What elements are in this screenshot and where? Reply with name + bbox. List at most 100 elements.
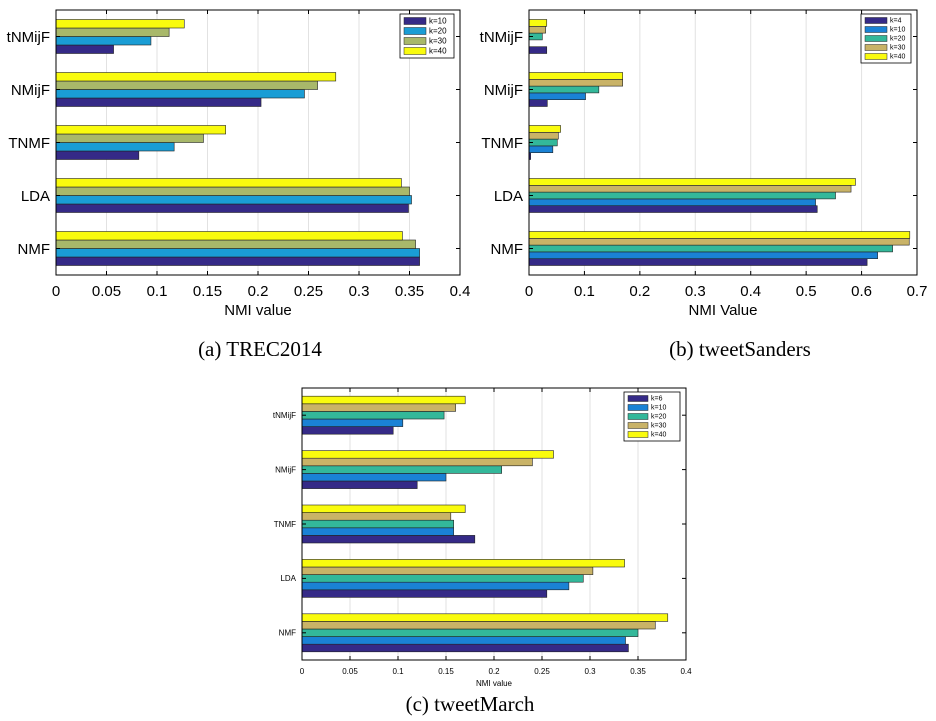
- x-tick-label: 0.5: [796, 283, 817, 300]
- legend-label: k=10: [429, 17, 447, 26]
- bar-nmijf-k10: [528, 92, 586, 101]
- bar-nmf-k10: [528, 251, 878, 259]
- x-tick-label: 0.4: [680, 667, 692, 676]
- bar-nmf-k40: [55, 231, 403, 241]
- x-axis-label: NMI value: [224, 302, 292, 319]
- legend-swatch: [864, 26, 888, 33]
- legend-label: k=40: [429, 47, 447, 56]
- legend-swatch: [627, 404, 649, 411]
- category-label: NMijF: [275, 465, 296, 474]
- bar-tnmijf-k10: [301, 418, 404, 427]
- x-tick-label: 0.3: [584, 667, 596, 676]
- x-tick-label: 0.1: [574, 283, 595, 300]
- x-tick-label: 0.1: [147, 283, 168, 300]
- bar-tnmf-k40: [528, 125, 561, 133]
- x-tick-label: 0.15: [193, 283, 222, 300]
- x-tick-label: 0.3: [685, 283, 706, 300]
- x-tick-label: 0.4: [450, 283, 470, 300]
- category-label: tNMijF: [273, 411, 296, 420]
- bar-nmijf-k40: [528, 72, 623, 80]
- bar-nmijf-k40: [301, 450, 554, 459]
- legend-swatch: [864, 44, 888, 51]
- bar-lda-k20: [301, 574, 584, 583]
- bar-tnmijf-k10: [55, 44, 114, 54]
- bar-nmf-k30: [528, 238, 910, 246]
- x-tick-label: 0.1: [392, 667, 404, 676]
- bar-lda-k20: [528, 191, 836, 200]
- legend-swatch: [864, 35, 888, 42]
- bar-tnmijf-k40: [55, 19, 185, 29]
- bar-nmf-k20: [301, 628, 639, 637]
- bar-nmijf-k6: [301, 480, 418, 489]
- category-label: NMijF: [484, 82, 523, 99]
- x-tick-label: 0.6: [851, 283, 872, 300]
- bar-lda-k40: [528, 178, 856, 186]
- bar-tnmijf-k40: [528, 19, 548, 27]
- legend-label: k=40: [890, 54, 905, 61]
- legend-label: k=10: [651, 405, 666, 412]
- bar-nmf-k40: [528, 231, 911, 239]
- bar-tnmf-k30: [528, 132, 559, 140]
- bar-lda-k10: [528, 198, 816, 206]
- x-tick-label: 0: [52, 283, 60, 300]
- x-tick-label: 0.35: [395, 283, 424, 300]
- bar-nmf-k20: [55, 248, 420, 258]
- legend-swatch: [627, 395, 649, 402]
- x-tick-label: 0: [525, 283, 533, 300]
- bar-nmf-k30: [301, 621, 656, 630]
- bar-tnmf-k40: [301, 504, 466, 513]
- category-label: NMijF: [11, 82, 50, 99]
- chart-trec2014: NMF LDA TNMF NMijF tNMijF 0 0.05 0.1 0.15 0.2 0.25…: [7, 9, 470, 319]
- category-label: TNMF: [481, 135, 523, 152]
- caption-c: (c) tweetMarch: [405, 692, 535, 716]
- bar-tnmijf-k30: [55, 27, 170, 37]
- bar-lda-k40: [301, 559, 625, 568]
- x-axis-label: NMI Value: [689, 302, 758, 319]
- x-tick-label: 0.2: [488, 667, 500, 676]
- bar-lda-k40: [55, 178, 402, 188]
- bar-tnmf-k20: [528, 138, 558, 147]
- category-label: NMF: [279, 629, 296, 638]
- bar-tnmf-k20: [55, 142, 175, 152]
- legend-swatch: [627, 422, 649, 429]
- x-tick-label: 0.3: [349, 283, 370, 300]
- legend-label: k=4: [890, 18, 902, 25]
- legend-label: k=10: [890, 27, 905, 34]
- bar-nmijf-k20: [528, 85, 600, 94]
- x-tick-label: 0.7: [907, 283, 928, 300]
- bar-nmijf-k40: [55, 72, 337, 82]
- x-axis-label: NMI value: [476, 679, 513, 688]
- legend-swatch: [403, 27, 427, 35]
- legend-label: k=40: [651, 432, 666, 439]
- bar-tnmf-k30: [55, 133, 204, 143]
- bar-lda-k20: [55, 195, 412, 205]
- bar-nmf-k4: [528, 258, 868, 266]
- bar-tnmijf-k6: [301, 426, 394, 435]
- bar-nmf-k20: [528, 244, 893, 253]
- bar-nmijf-k30: [301, 457, 533, 467]
- x-tick-label: 0.05: [92, 283, 121, 300]
- x-tick-label: 0.25: [294, 283, 323, 300]
- bar-tnmijf-k30: [301, 403, 456, 412]
- bar-lda-k30: [55, 186, 410, 196]
- legend-swatch: [627, 431, 649, 438]
- legend-label: k=20: [429, 27, 447, 36]
- bar-lda-k30: [528, 185, 852, 193]
- legend-swatch: [403, 37, 427, 45]
- legend-label: k=20: [890, 36, 905, 43]
- category-label: NMF: [18, 241, 51, 258]
- category-label: tNMijF: [7, 29, 50, 46]
- bar-nmf-k30: [55, 239, 416, 249]
- bar-tnmijf-k20: [55, 36, 152, 46]
- bar-lda-k30: [301, 566, 594, 575]
- x-tick-label: 0.35: [630, 667, 646, 676]
- bar-tnmf-k40: [55, 125, 226, 135]
- legend-label: k=30: [429, 37, 447, 46]
- plot-frame: [528, 9, 918, 276]
- bar-tnmf-k20: [301, 519, 454, 529]
- x-tick-label: 0.15: [438, 667, 454, 676]
- x-tick-label: 0.2: [248, 283, 269, 300]
- chart-tweetsanders: NMF LDA TNMF NMijF tNMijF 0 0.1 0.2 0.3 0.4 0.5 0.6…: [480, 9, 928, 319]
- legend-swatch: [627, 413, 649, 420]
- legend-label: k=30: [890, 45, 905, 52]
